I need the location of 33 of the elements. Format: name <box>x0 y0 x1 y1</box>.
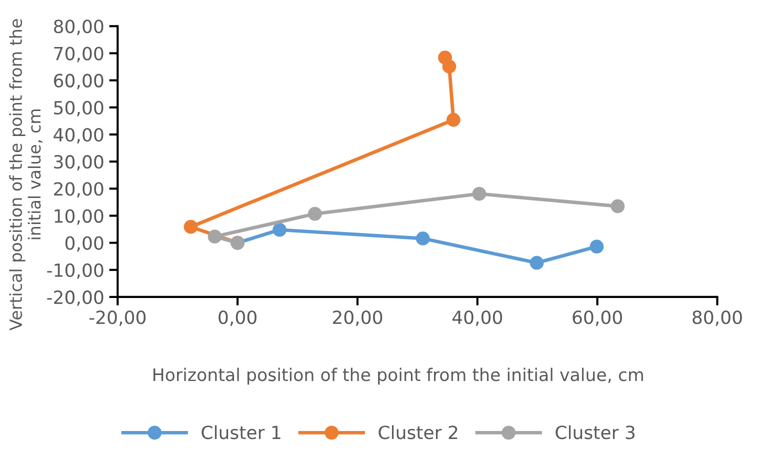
x-tick-label: -20,00 <box>89 310 146 326</box>
y-tick-label: 0,00 <box>65 236 104 252</box>
y-tick-label: 10,00 <box>54 209 104 225</box>
point <box>590 240 604 254</box>
legend-label: Cluster 2 <box>378 425 458 440</box>
point <box>610 199 625 214</box>
x-tick-label: 0,00 <box>218 310 256 326</box>
point <box>184 220 198 234</box>
point <box>438 50 452 65</box>
y-tick-label: -10,00 <box>47 263 104 279</box>
y-tick-label: 70,00 <box>54 46 104 62</box>
point <box>472 186 486 201</box>
legend-label: Cluster 3 <box>556 425 635 440</box>
point <box>208 230 222 244</box>
legend-label: Cluster 1 <box>202 425 280 440</box>
x-tick-label: 60,00 <box>572 310 622 326</box>
y-tick-label: 50,00 <box>54 100 104 116</box>
y-tick-label: 80,00 <box>54 20 104 36</box>
point <box>308 206 322 221</box>
y-tick-label: -20,00 <box>47 290 104 306</box>
x-tick-label: 40,00 <box>452 310 502 326</box>
x-axis-title: Horizontal position of the point from the initial value, cm <box>154 368 643 385</box>
y-tick-label: 60,00 <box>54 74 104 90</box>
point <box>530 256 544 270</box>
y-tick-label: 40,00 <box>54 128 104 144</box>
point <box>416 232 430 246</box>
x-tick-label: 20,00 <box>332 310 382 326</box>
y-axis-title: Vertical position of the point from the initial value, cm <box>9 19 42 330</box>
y-tick-label: 20,00 <box>54 182 104 198</box>
point <box>446 112 460 127</box>
y-tick-label: 30,00 <box>54 155 104 171</box>
point <box>272 222 286 237</box>
x-tick-label: 80,00 <box>692 310 742 326</box>
